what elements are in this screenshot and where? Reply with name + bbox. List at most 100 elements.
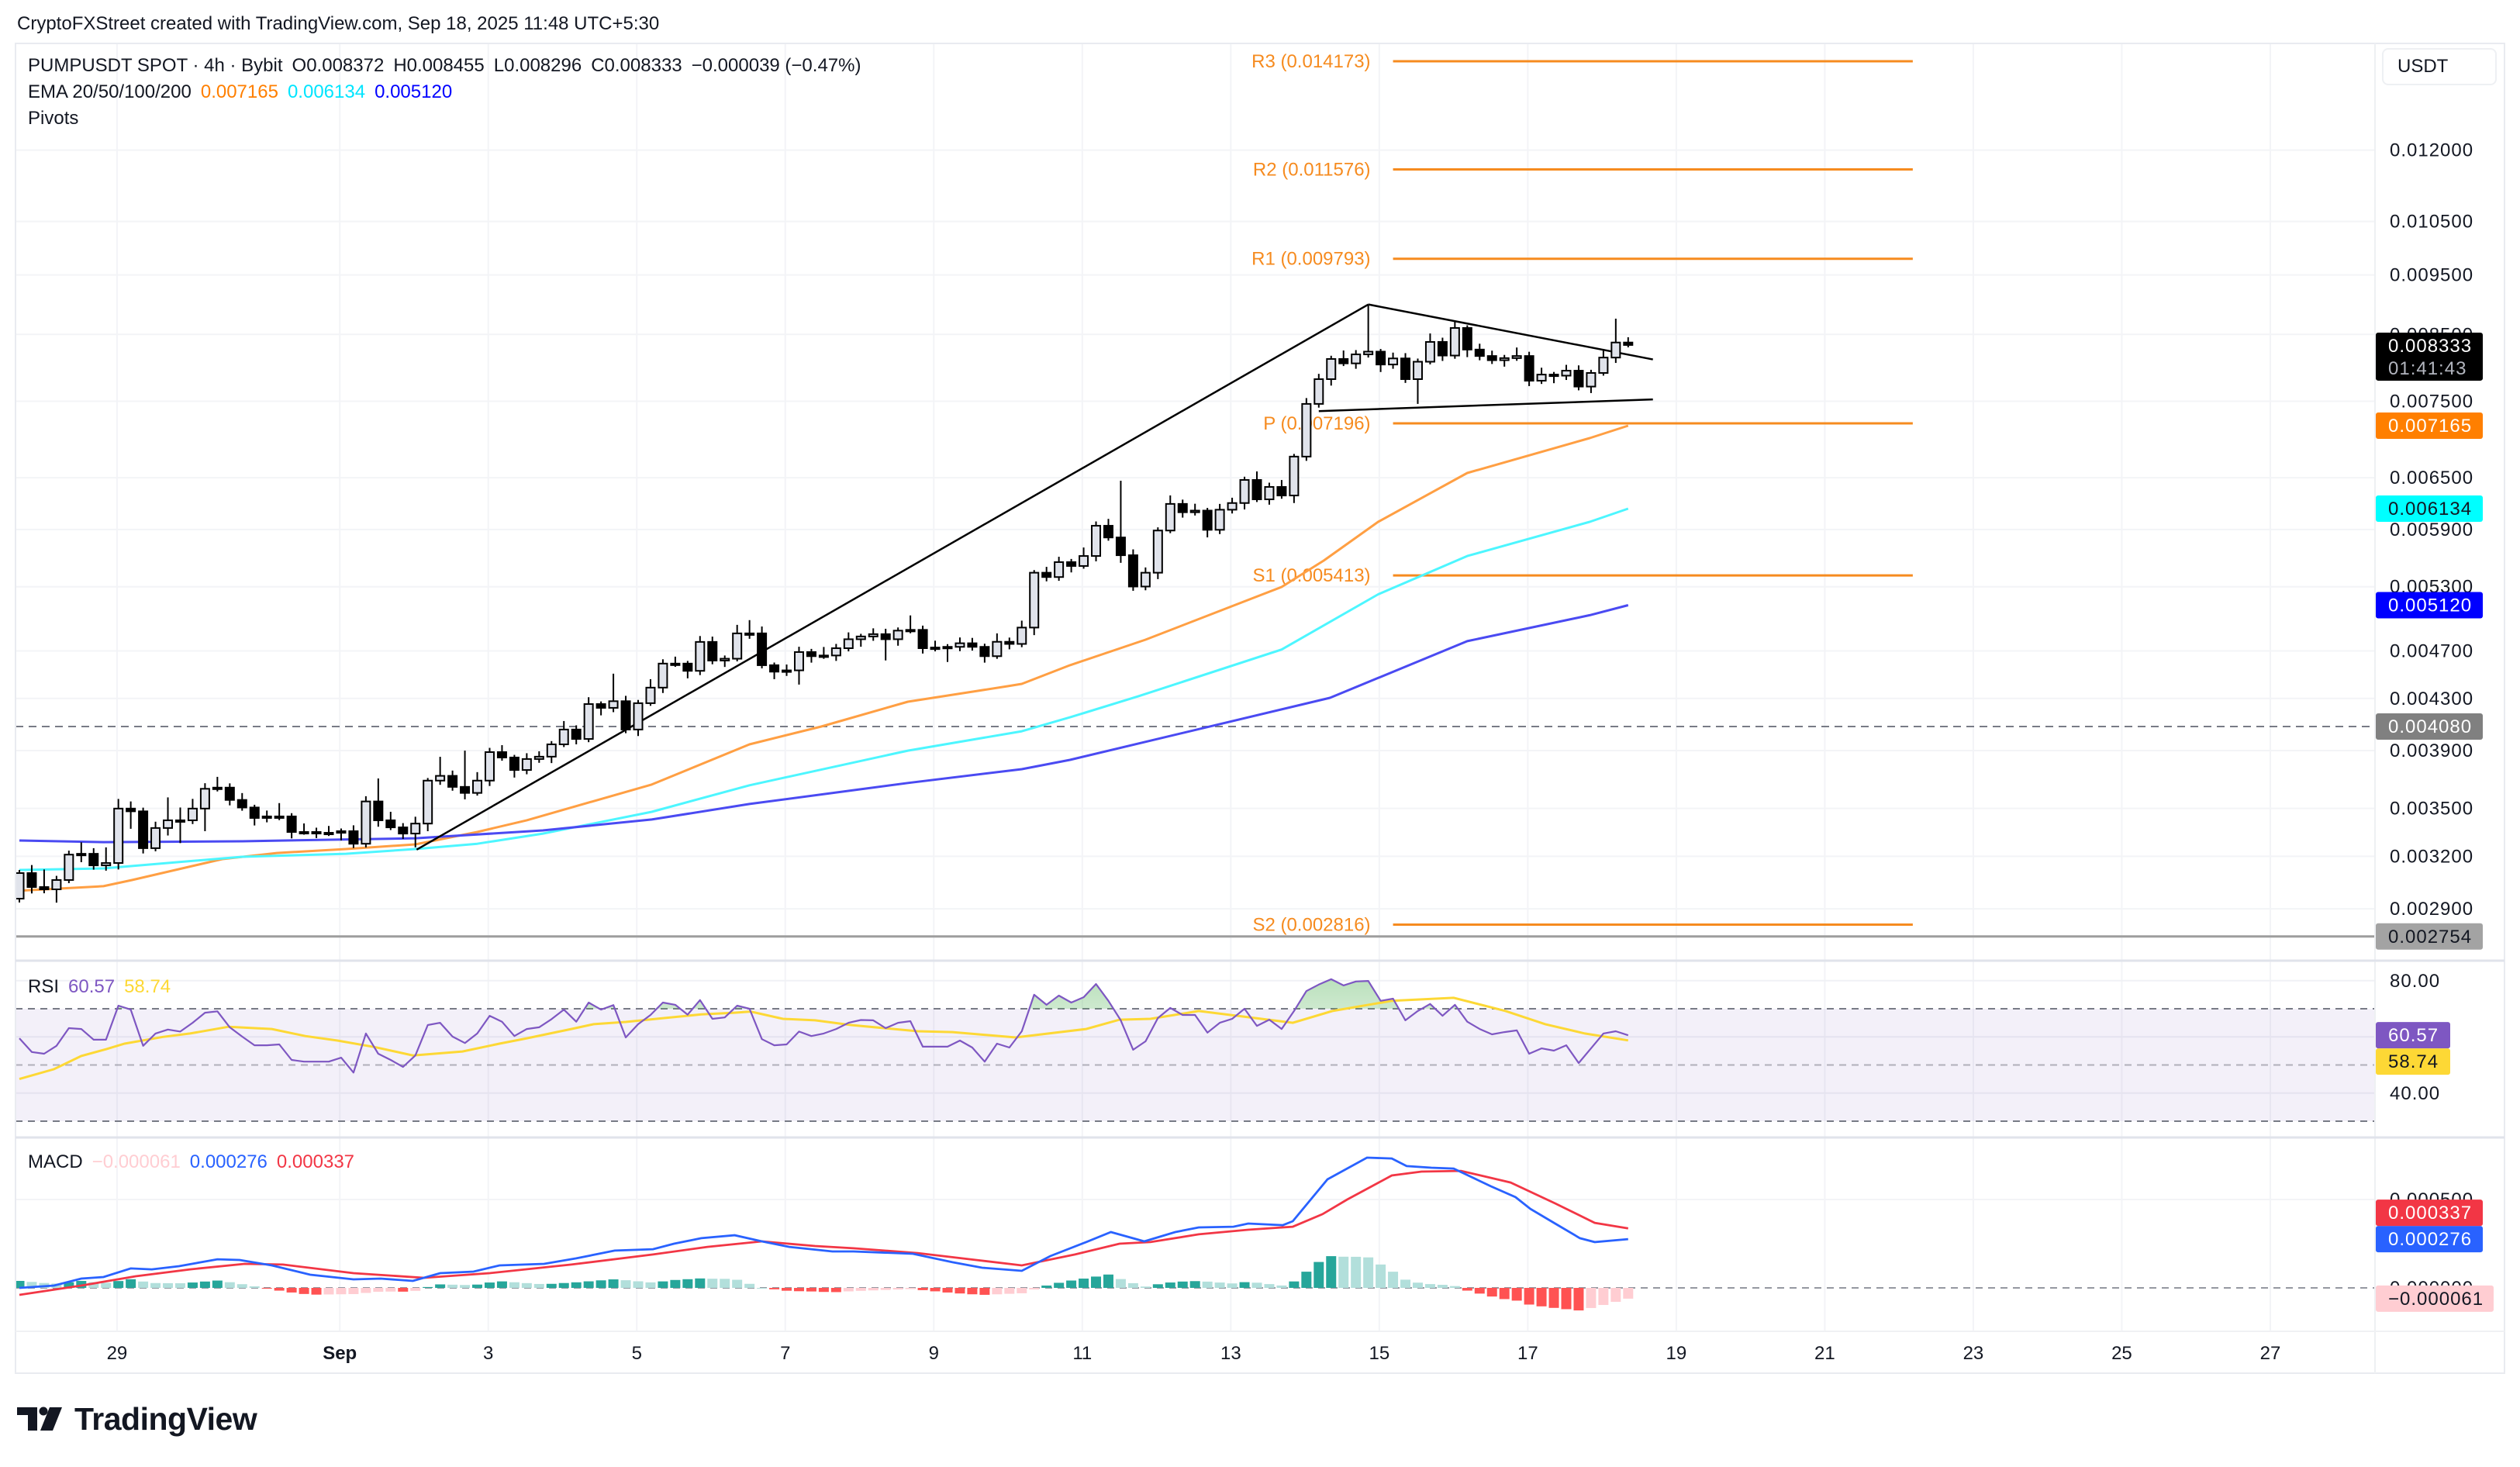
- candle: [261, 810, 272, 823]
- candle-body-down: [373, 800, 384, 821]
- tradingview-logo[interactable]: TradingView: [17, 1401, 257, 1437]
- candle: [682, 661, 693, 678]
- frame-border: [15, 43, 2505, 1374]
- candle: [720, 655, 730, 668]
- price-axis[interactable]: [2376, 44, 2504, 1373]
- time-tick-label: 29: [107, 1343, 128, 1364]
- candle: [274, 803, 285, 820]
- macd-histogram-bar: [1474, 1288, 1485, 1294]
- pivot-label: R2 (0.011576): [1253, 159, 1371, 180]
- macd-histogram-bar: [620, 1280, 631, 1288]
- candle-body-up: [1214, 509, 1225, 531]
- rsi-pane[interactable]: [16, 962, 2375, 1136]
- candle-body-up: [1586, 372, 1597, 388]
- macd-histogram-bar: [1041, 1285, 1052, 1288]
- candle: [163, 797, 174, 836]
- trendlines: [416, 303, 1653, 851]
- candle-body-up: [868, 633, 879, 637]
- macd-histogram-bar: [1586, 1288, 1597, 1308]
- candle: [1338, 350, 1349, 367]
- candle-body-up: [583, 703, 594, 740]
- candle: [1424, 333, 1435, 364]
- pivot-label: R3 (0.014173): [1251, 51, 1370, 72]
- candle-body-up: [1499, 357, 1510, 361]
- rsi-title[interactable]: RSI: [28, 976, 60, 997]
- pivot-label: S2 (0.002816): [1252, 914, 1370, 935]
- rsi-badge-background: [2376, 1022, 2450, 1049]
- candle: [336, 828, 347, 841]
- macd-histogram-bar: [126, 1279, 136, 1288]
- candle: [1412, 358, 1423, 404]
- macd-histogram-bar: [658, 1281, 668, 1288]
- candle: [1165, 495, 1175, 533]
- rsi-overbought-fill: [19, 979, 1628, 1009]
- chart-frame: [15, 43, 2505, 1374]
- price-badge-text: 0.002754: [2388, 927, 2472, 948]
- symbol-title[interactable]: PUMPUSDT SPOT · 4h · Bybit: [28, 55, 283, 76]
- macd-histogram-bar: [1202, 1281, 1213, 1288]
- candle-body-up: [261, 815, 272, 819]
- macd-histogram-bar: [1388, 1272, 1399, 1288]
- candle: [967, 637, 978, 651]
- ema-title[interactable]: EMA 20/50/100/200: [28, 81, 192, 102]
- main-pane[interactable]: [16, 44, 2375, 960]
- candle-body-up: [64, 854, 74, 881]
- price-tick-label: 0.004300: [2390, 689, 2473, 709]
- rsi-badge: 60.57: [2376, 1022, 2450, 1049]
- price-tick-label: 0.005900: [2390, 519, 2473, 540]
- macd-title[interactable]: MACD: [28, 1151, 83, 1172]
- candle-body-down: [509, 756, 520, 771]
- price-tick-label: 0.007500: [2390, 392, 2473, 412]
- candle-body-down: [1573, 370, 1584, 388]
- candle-body-up: [1363, 350, 1374, 356]
- candle: [620, 696, 631, 734]
- macd-histogram-bar: [1029, 1288, 1040, 1289]
- candle: [64, 851, 74, 884]
- candle-body-down: [1004, 640, 1015, 645]
- macd-histogram-bar: [1276, 1285, 1287, 1288]
- macd-histogram-bar: [793, 1288, 804, 1292]
- macd-histogram-bar: [1289, 1281, 1300, 1288]
- candle: [76, 842, 87, 862]
- candle: [1548, 371, 1559, 384]
- candle-body-down: [917, 629, 928, 649]
- ohlc-close: C0.008333: [591, 55, 682, 76]
- candle: [1623, 337, 1634, 348]
- macd-histogram-bar: [744, 1283, 755, 1288]
- candle: [546, 740, 557, 764]
- ema100-value: 0.005120: [375, 81, 453, 102]
- candle-body-down: [1041, 571, 1052, 578]
- time-axis[interactable]: [16, 1332, 2375, 1372]
- macd-histogram-bar: [1314, 1262, 1324, 1288]
- symbol-legend: PUMPUSDT SPOT · 4h · Bybit O0.008372 H0.00…: [28, 54, 870, 78]
- currency-button[interactable]: USDT: [2382, 48, 2497, 85]
- candle: [818, 647, 829, 659]
- price-tick-label: 0.004700: [2390, 641, 2473, 662]
- rsi-tick-label: 80.00: [2390, 971, 2440, 992]
- candle: [323, 826, 334, 837]
- candle: [1511, 347, 1522, 361]
- pivot-label: P (0.007196): [1263, 413, 1370, 434]
- price-badge: 0.002754: [2376, 923, 2483, 950]
- macd-histogram-bar: [286, 1288, 297, 1293]
- macd-histogram-bar: [174, 1282, 185, 1288]
- price-badge: 0.007165: [2376, 412, 2483, 439]
- macd-histogram-bar: [818, 1288, 829, 1293]
- candle: [496, 745, 507, 761]
- candle: [1524, 351, 1534, 386]
- candle-body-up: [732, 632, 743, 660]
- candle-body-up: [954, 642, 965, 648]
- candle-body-up: [782, 669, 792, 673]
- macd-histogram-bar: [1400, 1279, 1411, 1288]
- pivots-title[interactable]: Pivots: [28, 108, 79, 129]
- macd-legend: MACD −0.000061 0.000276 0.000337: [28, 1151, 364, 1174]
- candle: [1301, 398, 1312, 461]
- macd-pane-marks: [16, 1156, 2375, 1311]
- candle-body-up: [472, 779, 483, 794]
- candle: [1239, 476, 1250, 510]
- macd-histogram-bar: [608, 1279, 619, 1288]
- candle-body-up: [793, 651, 804, 671]
- candle: [51, 875, 62, 903]
- ohlc-high: H0.008455: [393, 55, 485, 76]
